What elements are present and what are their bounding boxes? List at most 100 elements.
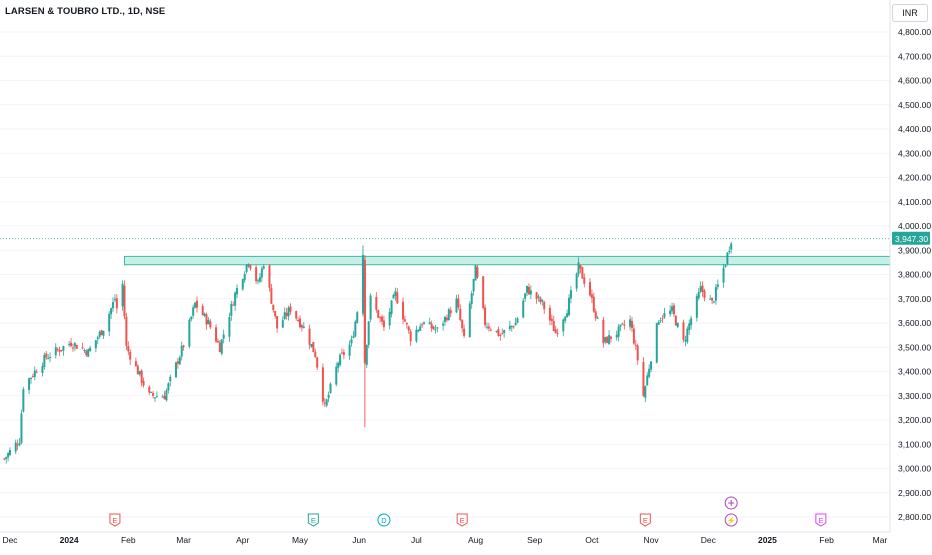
candle <box>444 315 446 326</box>
event-marker-earnings[interactable]: E <box>815 513 827 527</box>
event-label: E <box>311 516 316 525</box>
candle <box>138 370 141 377</box>
candle <box>428 317 431 325</box>
candle <box>697 287 700 301</box>
candle <box>337 361 340 373</box>
candles-layer <box>3 241 733 464</box>
candle <box>150 391 153 394</box>
candle <box>234 291 237 311</box>
add-event-icon[interactable] <box>724 496 738 510</box>
candle <box>377 309 380 319</box>
candle <box>70 337 73 348</box>
candle <box>690 315 693 330</box>
symbol-title: LARSEN & TOUBRO LTD., 1D, NSE <box>5 6 166 17</box>
candle <box>379 316 382 323</box>
candle <box>581 266 584 279</box>
candle <box>62 345 65 356</box>
event-marker-split[interactable]: ⚡ <box>724 513 738 527</box>
x-tick-label: 2025 <box>758 535 777 545</box>
candle <box>730 241 733 254</box>
candle <box>703 288 706 302</box>
candle <box>623 319 626 330</box>
candle <box>142 377 145 388</box>
candle <box>709 294 712 300</box>
candle <box>472 278 475 296</box>
event-label: E <box>112 516 117 525</box>
candle <box>281 316 284 328</box>
candle <box>417 329 420 333</box>
candle <box>16 439 19 451</box>
candle <box>112 297 115 312</box>
event-marker-earnings[interactable]: E <box>639 513 651 527</box>
candle <box>108 311 111 337</box>
candle <box>442 320 445 331</box>
event-marker-earnings[interactable]: E <box>456 513 468 527</box>
y-tick-label: 3,100.00 <box>898 439 931 449</box>
candle <box>529 285 532 300</box>
candle <box>726 252 729 266</box>
candle <box>423 321 426 325</box>
x-tick-label: Mar <box>873 535 888 545</box>
candle <box>430 320 433 332</box>
candle <box>476 264 479 280</box>
price-axis[interactable]: 4,800.00 4,700.00 4,600.00 4,500.00 4,400.00… <box>889 0 931 532</box>
candle <box>671 302 674 315</box>
candle <box>646 372 649 386</box>
candle <box>590 289 593 303</box>
candle <box>154 397 156 402</box>
candle <box>300 323 303 332</box>
candle <box>260 266 263 283</box>
candle <box>592 292 595 313</box>
candle <box>283 307 286 321</box>
x-tick-label: Feb <box>121 535 136 545</box>
candle <box>7 451 10 462</box>
candle <box>20 409 23 445</box>
candle <box>381 314 384 326</box>
candle <box>94 340 97 353</box>
candle <box>102 330 105 340</box>
candle <box>499 333 502 341</box>
candle <box>699 281 702 294</box>
candle <box>350 335 353 347</box>
candle <box>302 322 305 329</box>
time-axis[interactable]: Dec 2024 Feb Mar Apr May Jun Jul Aug Sep Oct Nov Dec… <box>0 531 890 545</box>
candle <box>482 275 485 310</box>
y-tick-label: 3,200.00 <box>898 415 931 425</box>
y-tick-label: 4,300.00 <box>898 148 931 158</box>
candle <box>556 328 559 337</box>
x-tick-label: 2024 <box>60 535 79 545</box>
candle <box>608 330 611 345</box>
currency-button[interactable]: INR <box>892 4 928 22</box>
candle <box>535 291 538 304</box>
candle <box>85 349 88 357</box>
event-marker-earnings[interactable]: E <box>307 513 319 527</box>
candle <box>285 307 288 320</box>
candle <box>663 307 666 319</box>
candle <box>47 354 50 360</box>
candle <box>35 369 38 374</box>
candle <box>312 341 315 353</box>
candle <box>68 340 71 347</box>
candle <box>178 355 181 366</box>
y-tick-label: 3,900.00 <box>898 245 931 255</box>
candle <box>115 294 118 314</box>
resistance-zone-layer <box>124 255 891 266</box>
event-marker-earnings[interactable]: E <box>109 513 121 527</box>
candle <box>388 308 391 330</box>
candle <box>432 325 435 331</box>
candle <box>629 315 632 331</box>
candle <box>205 312 208 330</box>
y-tick-label: 4,500.00 <box>898 100 931 110</box>
candle <box>728 246 731 255</box>
candle <box>390 300 393 318</box>
candle <box>503 329 506 338</box>
candle <box>711 297 714 305</box>
resistance-zone[interactable] <box>124 255 891 266</box>
event-marker-dividend[interactable]: D <box>377 513 391 527</box>
candle <box>325 398 328 408</box>
candle <box>459 304 462 322</box>
candle <box>329 382 332 394</box>
candle <box>537 294 540 302</box>
